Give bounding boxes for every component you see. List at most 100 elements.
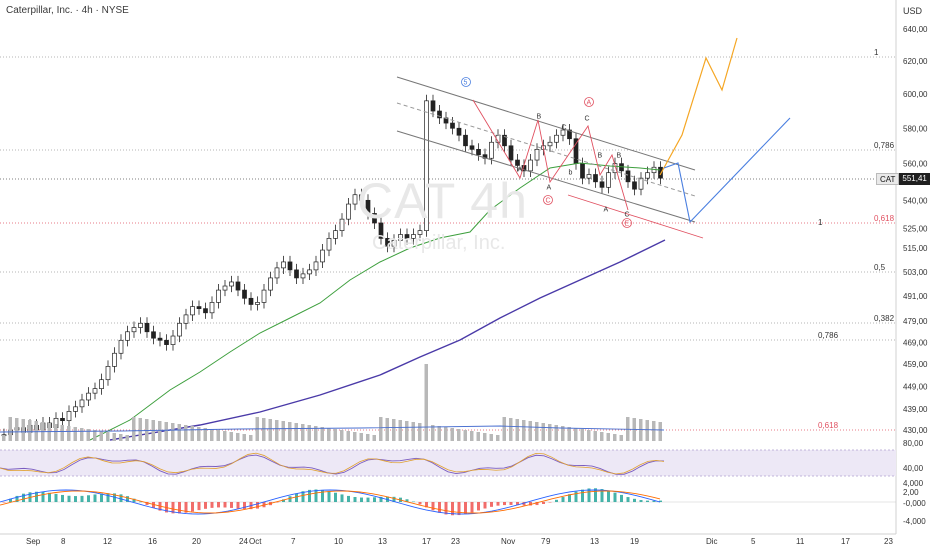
- macd-hist-bar: [275, 502, 279, 503]
- macd-hist-bar: [594, 488, 597, 502]
- volume-bar: [268, 419, 272, 441]
- volume-bar: [405, 421, 409, 441]
- candle-body: [222, 285, 228, 291]
- y-tick-label: 439,00: [903, 405, 928, 414]
- candle-body: [60, 417, 65, 422]
- volume-bar: [392, 419, 396, 441]
- macd-hist-bar: [535, 502, 539, 506]
- volume-bar: [619, 435, 623, 441]
- macd-hist-bar: [35, 491, 38, 502]
- candle-body: [216, 289, 221, 303]
- candle-body: [352, 194, 358, 205]
- macd-hist-bar: [561, 497, 565, 502]
- volume-bar: [541, 423, 545, 441]
- volume-bar: [158, 421, 162, 441]
- macd-hist-bar: [9, 498, 12, 502]
- macd-hist-bar: [67, 495, 71, 502]
- candle-body: [508, 145, 514, 161]
- volume-bar: [112, 433, 116, 441]
- macd-hist-bar: [106, 493, 110, 502]
- macd-hist-bar: [587, 488, 591, 502]
- volume-bar: [34, 421, 38, 441]
- volume-bar: [353, 432, 357, 441]
- candle-body: [125, 331, 130, 341]
- candle-body: [515, 159, 520, 166]
- volume-bar: [301, 424, 305, 441]
- macd-hist-bar: [646, 500, 649, 502]
- candle-body: [398, 234, 403, 241]
- wave-label: B: [617, 153, 622, 160]
- macd-hist-bar: [236, 502, 240, 509]
- x-tick-label: 8: [61, 537, 66, 546]
- channel-upper: [396, 76, 696, 171]
- volume-bar: [320, 427, 324, 441]
- macd-hist-bar: [516, 502, 519, 506]
- volume-bar: [515, 419, 519, 441]
- wave-label: C: [625, 212, 630, 219]
- candle-body: [437, 110, 442, 119]
- volume-bar: [119, 434, 123, 441]
- volume-bar: [67, 426, 71, 441]
- macd-tick-label: 2,00: [903, 488, 919, 497]
- macd-hist-bar: [340, 494, 344, 502]
- wave-label: C: [585, 116, 590, 123]
- candle-body: [235, 281, 241, 291]
- volume-bar: [600, 432, 604, 441]
- candle-body: [385, 238, 390, 247]
- volume-bar: [561, 426, 565, 441]
- wave-label: A: [587, 100, 592, 107]
- x-tick-label: 13: [590, 537, 599, 546]
- volume-bar: [437, 426, 441, 441]
- macd-hist-bar: [210, 502, 214, 508]
- volume-bar: [450, 428, 454, 441]
- macd-hist-bar: [613, 492, 617, 502]
- macd-hist-bar: [620, 494, 623, 502]
- candle-body: [476, 148, 481, 156]
- volume-bar: [574, 428, 578, 441]
- candle-body: [274, 267, 280, 279]
- volume-bar: [275, 420, 279, 441]
- rsi-tick-label: 80,00: [903, 439, 924, 448]
- macd-hist-bar: [652, 500, 656, 502]
- macd-hist-bar: [425, 502, 428, 508]
- volume-bar: [346, 431, 350, 441]
- volume-bar: [171, 423, 175, 441]
- volume-bar: [457, 429, 461, 441]
- macd-tick-label: -4,000: [903, 517, 926, 526]
- candle-body: [580, 163, 585, 179]
- candle-body: [131, 327, 137, 333]
- macd-tick-label: 4,000: [903, 479, 924, 488]
- macd-hist-bar: [139, 501, 142, 503]
- volume-bar: [288, 422, 292, 441]
- macd-hist-bar: [490, 502, 493, 507]
- candle-body: [378, 222, 384, 239]
- wave-label: A: [518, 167, 523, 174]
- macd-hist-bar: [418, 502, 422, 505]
- macd-hist-bar: [256, 502, 259, 509]
- candle-body: [372, 213, 377, 224]
- volume-bar: [483, 433, 487, 441]
- volume-bar: [548, 424, 552, 441]
- last-price-tag[interactable]: CAT 551,41: [876, 173, 930, 185]
- macd-hist-bar: [470, 502, 474, 513]
- watermark-ticker: CAT 4h: [357, 173, 528, 229]
- candle-body: [593, 174, 598, 183]
- macd-hist-bar: [334, 492, 337, 502]
- macd-hist-bar: [633, 498, 636, 502]
- macd-hist-bar: [230, 502, 233, 508]
- candle-body: [417, 230, 423, 235]
- macd-hist-bar: [41, 491, 45, 502]
- macd-hist-bar: [178, 502, 181, 514]
- candle-body: [242, 289, 247, 299]
- y-tick-label: 449,00: [903, 382, 928, 391]
- candle-body: [164, 339, 169, 345]
- volume-bar: [8, 417, 12, 441]
- macd-hist-bar: [321, 489, 324, 502]
- candle-body: [502, 134, 507, 147]
- wave-label-circle: [543, 195, 553, 205]
- forecast-bullish-path: [659, 37, 738, 176]
- wave-label: b: [569, 170, 573, 177]
- macd-hist-bar: [503, 502, 506, 506]
- volume-bar: [93, 430, 97, 441]
- volume-bars: [2, 364, 662, 441]
